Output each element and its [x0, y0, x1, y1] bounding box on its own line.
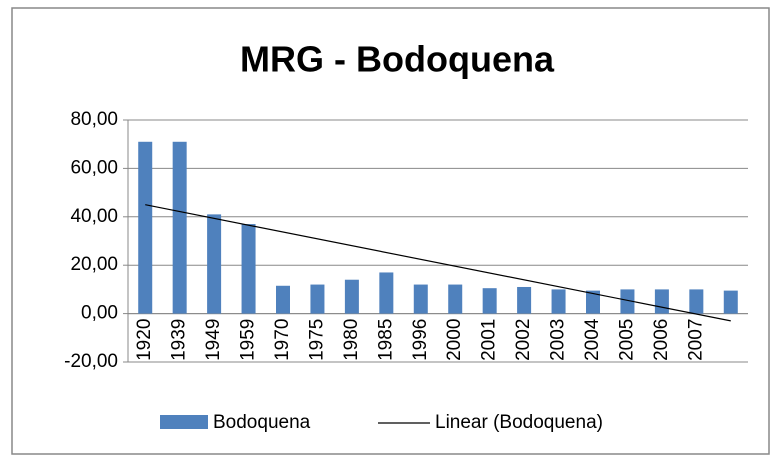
x-tick-label: 2004 [582, 318, 603, 361]
trendline [145, 204, 731, 322]
x-tick-label: 1959 [238, 319, 259, 361]
x-tick-label: 1975 [306, 319, 327, 361]
bar [517, 286, 532, 314]
x-tick-label: 1939 [169, 319, 190, 361]
bar [379, 272, 394, 314]
x-tick-label: 1980 [341, 319, 362, 361]
x-tick-label: 1996 [410, 319, 431, 361]
chart-border [11, 7, 770, 455]
y-tick-label: 20,00 [70, 254, 118, 275]
bar [654, 289, 669, 314]
chart-title: MRG - Bodoquena [240, 39, 555, 80]
y-tick-label: 0,00 [81, 303, 118, 324]
bar [620, 289, 635, 314]
bar [241, 224, 256, 314]
x-tick-label: 1985 [375, 319, 396, 361]
legend-swatch [160, 415, 208, 429]
bar [172, 141, 187, 314]
bar [586, 290, 600, 314]
x-tick-label: 1949 [203, 319, 224, 361]
x-tick-label: 2000 [444, 319, 465, 361]
x-tick-label: 2005 [616, 319, 637, 361]
bar [482, 288, 497, 314]
y-tick-label: 60,00 [70, 157, 118, 178]
x-tick-label: 2007 [685, 319, 706, 361]
bar [138, 141, 153, 314]
bar [413, 284, 428, 314]
x-tick-label: 1920 [134, 319, 155, 361]
y-tick-label: 40,00 [70, 206, 118, 227]
y-tick-label: 80,00 [70, 109, 118, 130]
bar [551, 289, 566, 314]
legend-label: Bodoquena [213, 412, 311, 433]
bar [448, 284, 463, 314]
x-tick-label: 2003 [548, 319, 569, 361]
x-tick-label: 2001 [479, 319, 500, 361]
bar [723, 290, 738, 314]
bar [689, 289, 704, 314]
bar [310, 284, 325, 314]
x-tick-label: 2006 [651, 319, 672, 361]
bar [344, 279, 359, 314]
y-tick-label: -20,00 [64, 351, 118, 372]
legend-label: Linear (Bodoquena) [435, 412, 603, 433]
bar [276, 285, 290, 314]
x-tick-label: 1970 [272, 319, 293, 361]
bar [207, 214, 222, 314]
x-tick-label: 2002 [513, 319, 534, 361]
